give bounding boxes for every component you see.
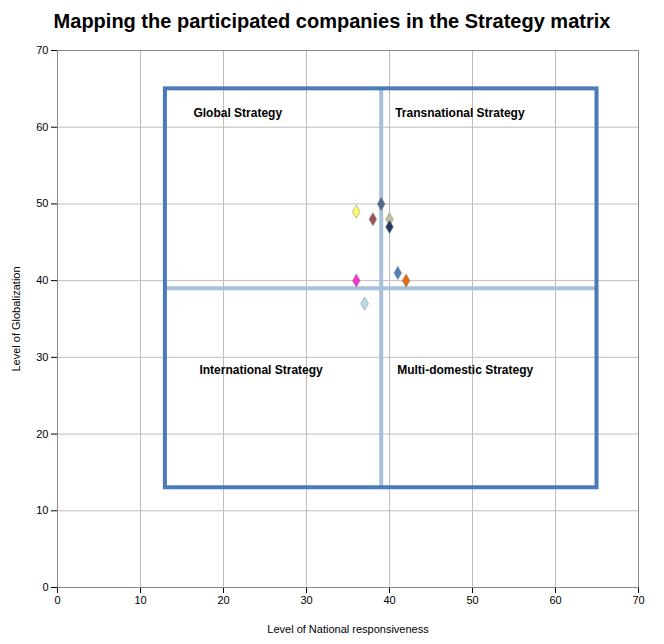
svg-text:30: 30	[36, 351, 48, 363]
svg-text:50: 50	[36, 197, 48, 209]
svg-text:0: 0	[54, 594, 60, 606]
svg-text:20: 20	[217, 594, 229, 606]
svg-text:0: 0	[42, 581, 48, 593]
svg-text:Multi-domestic Strategy: Multi-domestic Strategy	[397, 363, 533, 377]
svg-text:50: 50	[466, 594, 478, 606]
svg-text:International Strategy: International Strategy	[199, 363, 323, 377]
svg-text:20: 20	[36, 428, 48, 440]
svg-text:10: 10	[134, 594, 146, 606]
svg-text:Transnational Strategy: Transnational Strategy	[395, 106, 525, 120]
svg-text:40: 40	[383, 594, 395, 606]
svg-text:60: 60	[36, 121, 48, 133]
svg-text:60: 60	[549, 594, 561, 606]
svg-text:70: 70	[632, 594, 644, 606]
svg-text:40: 40	[36, 274, 48, 286]
svg-text:Level of National responsivene: Level of National responsiveness	[267, 623, 429, 635]
svg-text:Global Strategy: Global Strategy	[193, 106, 282, 120]
html-text:Mapping the participated compa: Mapping the participated companies in th…	[53, 10, 611, 32]
svg-text:Level of Globalization: Level of Globalization	[10, 266, 22, 371]
svg-text:30: 30	[300, 594, 312, 606]
svg-text:70: 70	[36, 44, 48, 56]
svg-text:10: 10	[36, 504, 48, 516]
